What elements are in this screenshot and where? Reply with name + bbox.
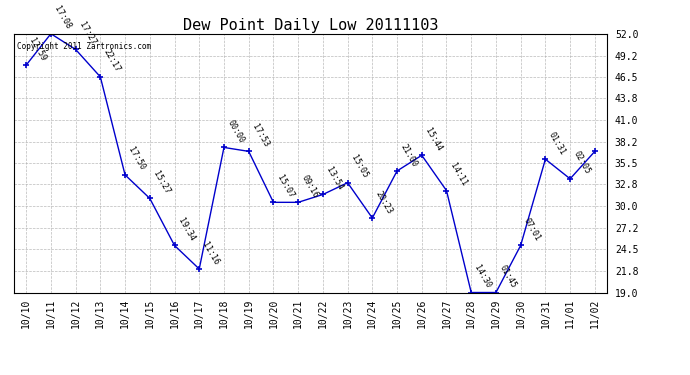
Text: 07:01: 07:01 <box>522 216 542 243</box>
Text: 19:34: 19:34 <box>176 216 196 243</box>
Text: 14:30: 14:30 <box>473 264 493 290</box>
Text: 09:16: 09:16 <box>299 173 320 200</box>
Text: 17:53: 17:53 <box>250 122 270 148</box>
Text: 15:05: 15:05 <box>349 154 369 180</box>
Text: 17:27: 17:27 <box>77 21 97 46</box>
Text: 17:08: 17:08 <box>52 5 72 31</box>
Text: 13:54: 13:54 <box>324 165 344 192</box>
Text: 11:16: 11:16 <box>201 240 221 266</box>
Text: 02:05: 02:05 <box>571 150 592 176</box>
Title: Dew Point Daily Low 20111103: Dew Point Daily Low 20111103 <box>183 18 438 33</box>
Text: 21:00: 21:00 <box>398 142 419 168</box>
Text: 01:45: 01:45 <box>497 264 518 290</box>
Text: Copyright 2011 Zartronics.com: Copyright 2011 Zartronics.com <box>17 42 151 51</box>
Text: 00:00: 00:00 <box>226 118 246 145</box>
Text: 14:11: 14:11 <box>448 162 469 188</box>
Text: 20:23: 20:23 <box>374 189 394 215</box>
Text: 12:59: 12:59 <box>28 36 48 62</box>
Text: 17:50: 17:50 <box>126 146 147 172</box>
Text: 15:07: 15:07 <box>275 173 295 200</box>
Text: 22:17: 22:17 <box>101 48 122 74</box>
Text: 15:44: 15:44 <box>423 126 444 153</box>
Text: 15:27: 15:27 <box>151 170 172 196</box>
Text: 01:31: 01:31 <box>546 130 567 156</box>
